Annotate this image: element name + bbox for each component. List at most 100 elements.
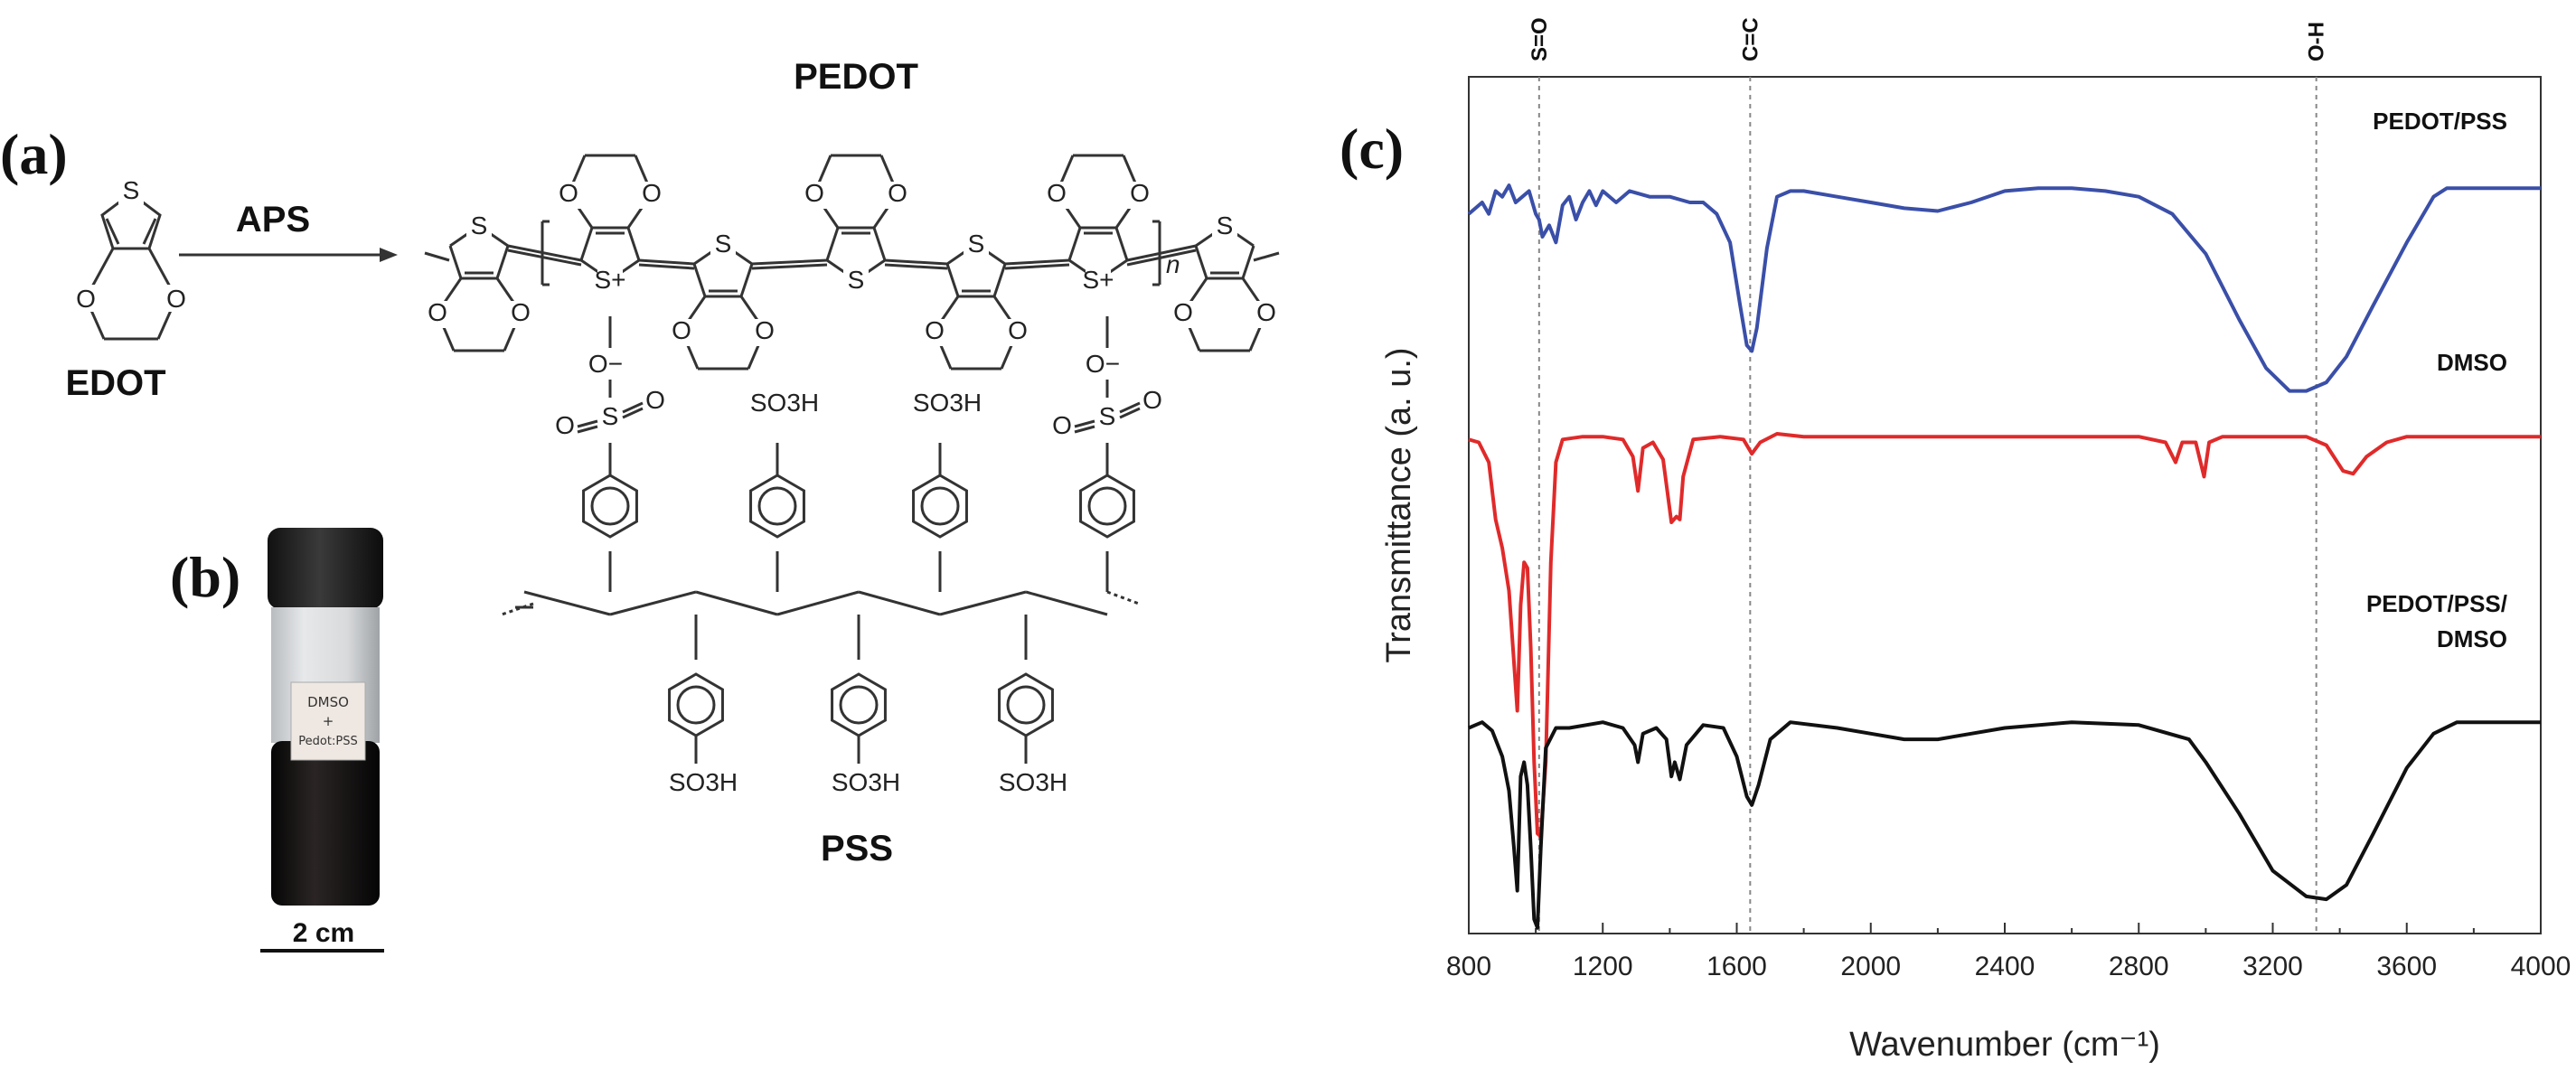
pedot-label: PEDOT bbox=[794, 57, 918, 97]
atom-mask bbox=[597, 268, 623, 296]
atom-mask bbox=[802, 182, 827, 209]
atom-mask bbox=[1170, 301, 1196, 328]
x-tick-label: 1200 bbox=[1573, 952, 1633, 981]
bond bbox=[776, 590, 860, 616]
atom-mask bbox=[1044, 182, 1069, 209]
x-tick-label: 3200 bbox=[2242, 952, 2303, 981]
atom-mask bbox=[466, 214, 492, 241]
edot-structure: S O O bbox=[72, 176, 190, 341]
ftir-chart: S=O C=C O-H 800 1200 1600 2000 2400 2800 3200 360… bbox=[1380, 17, 2571, 1064]
so3h-group: SO3H bbox=[669, 768, 738, 796]
pedot-oxygen: O bbox=[1047, 179, 1067, 207]
bond bbox=[622, 407, 644, 419]
series-line-2 bbox=[1468, 720, 2541, 930]
pedot-oxygen: O bbox=[888, 179, 907, 207]
bond bbox=[507, 249, 582, 267]
pedot-oxygen: O bbox=[559, 179, 578, 207]
bond bbox=[884, 258, 948, 266]
x-tick-label: 1600 bbox=[1706, 952, 1767, 981]
pedot-oxygen: O bbox=[804, 179, 824, 207]
benzene-ring bbox=[831, 672, 887, 737]
sulfonate-oxygen: O bbox=[1052, 411, 1072, 439]
bond bbox=[884, 263, 948, 270]
panel-label-b: (b) bbox=[170, 545, 240, 609]
pedot-oxygen: O bbox=[755, 316, 775, 344]
bond bbox=[692, 263, 707, 297]
sulfonate-oxide: O− bbox=[1086, 350, 1120, 378]
atom-mask bbox=[1086, 268, 1111, 296]
so3h-group: SO3H bbox=[999, 768, 1067, 796]
panel-label-c: (c) bbox=[1340, 117, 1404, 181]
bond bbox=[638, 258, 695, 266]
aromatic-circle bbox=[839, 685, 879, 725]
bond bbox=[523, 590, 611, 616]
atom-mask bbox=[508, 301, 533, 328]
series-label-pedot-pss-dmso-line2: DMSO bbox=[2437, 625, 2507, 652]
x-axis-title: Wavenumber (cm⁻¹) bbox=[1849, 1026, 2160, 1064]
atom-mask bbox=[885, 182, 910, 209]
vial-label-line3: Pedot:PSS bbox=[298, 735, 357, 748]
bond bbox=[507, 244, 582, 262]
aromatic-circle bbox=[920, 486, 960, 526]
vial-cap bbox=[268, 528, 383, 609]
atom-mask bbox=[1005, 319, 1030, 346]
group-mask bbox=[1004, 769, 1082, 798]
bond bbox=[1074, 425, 1095, 434]
bond bbox=[945, 263, 960, 297]
bond bbox=[751, 258, 828, 266]
bond bbox=[751, 263, 828, 270]
bond bbox=[638, 263, 695, 270]
bond bbox=[1119, 401, 1141, 414]
bond bbox=[1074, 419, 1095, 428]
atom-mask bbox=[593, 352, 618, 380]
atom-mask bbox=[752, 319, 777, 346]
sulfonate-oxide: O− bbox=[588, 350, 623, 378]
pedot-sulfur: S+ bbox=[594, 266, 625, 294]
atom-mask bbox=[1095, 405, 1120, 432]
atom-mask bbox=[556, 182, 581, 209]
bond bbox=[1004, 263, 1070, 270]
x-tick-label: 800 bbox=[1446, 952, 1491, 981]
sulfonate-sulfur: S bbox=[602, 402, 619, 430]
pedot-oxygen: O bbox=[925, 316, 945, 344]
benzene-ring bbox=[998, 672, 1054, 737]
annotation-label: C=C bbox=[1738, 17, 1763, 61]
edot-oxygen-left: O bbox=[76, 285, 96, 313]
pedot-oxygen: O bbox=[1173, 298, 1193, 326]
atom-mask bbox=[1212, 214, 1237, 241]
bond bbox=[872, 227, 887, 261]
bond bbox=[1067, 227, 1082, 261]
x-tick-label: 3600 bbox=[2376, 952, 2437, 981]
pedot-oxygen: O bbox=[672, 316, 691, 344]
bond bbox=[626, 227, 641, 261]
sulfonate-oxygen: O bbox=[555, 411, 575, 439]
bond bbox=[939, 590, 1027, 616]
pedot-chain: O O S O O S+ O O S O O S O O S O O S+ O O S bbox=[424, 154, 1280, 371]
vial-photo: DMSO + Pedot:PSS bbox=[268, 528, 383, 906]
atom-mask bbox=[964, 232, 989, 259]
pedot-oxygen: O bbox=[1008, 316, 1028, 344]
plot-frame bbox=[1468, 76, 2542, 934]
vial-label-line1: DMSO bbox=[307, 694, 349, 710]
atom-mask bbox=[1140, 389, 1165, 416]
annotation-label: O-H bbox=[2305, 22, 2329, 61]
pss-label: PSS bbox=[821, 829, 893, 868]
so3h-group: SO3H bbox=[832, 768, 900, 796]
aps-label: APS bbox=[236, 200, 310, 239]
pedot-oxygen: O bbox=[1256, 298, 1276, 326]
vial-label-sticker bbox=[290, 681, 366, 761]
x-tick-label: 2000 bbox=[1840, 952, 1901, 981]
aromatic-circle bbox=[676, 685, 716, 725]
bond bbox=[739, 263, 754, 297]
atom-mask bbox=[1254, 301, 1279, 328]
bond bbox=[695, 590, 778, 616]
aromatic-circle bbox=[757, 486, 797, 526]
pedot-sulfur: S+ bbox=[1082, 266, 1114, 294]
atom-mask bbox=[1049, 414, 1075, 441]
series-label-dmso: DMSO bbox=[2437, 349, 2507, 376]
series-line-1 bbox=[1468, 432, 2541, 839]
atom-mask bbox=[425, 301, 450, 328]
aromatic-circle bbox=[1087, 486, 1127, 526]
